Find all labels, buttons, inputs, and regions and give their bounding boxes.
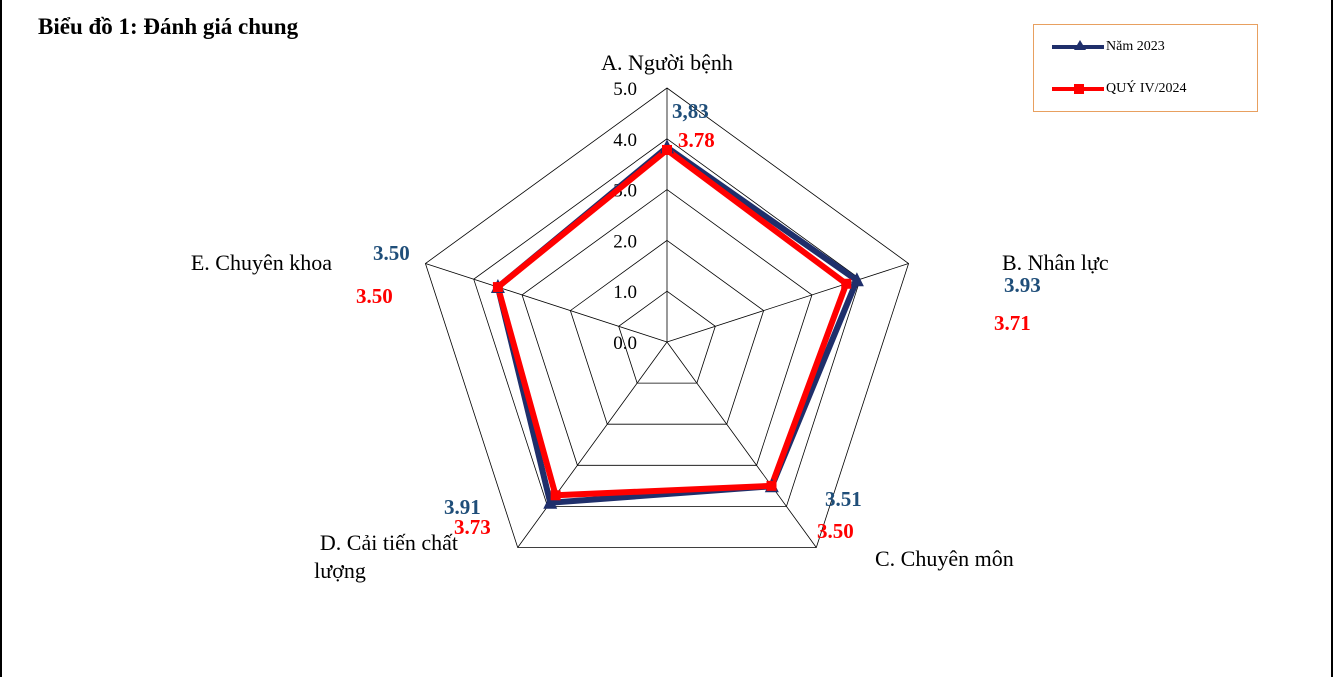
grid-spoke [666, 341, 817, 548]
legend-line-icon [1052, 40, 1104, 50]
data-point-marker [662, 144, 672, 155]
grid-ring [618, 290, 716, 384]
series-line [494, 143, 861, 506]
square-marker-icon [1074, 84, 1084, 94]
legend: Năm 2023 QUÝ IV/2024 [1033, 24, 1258, 112]
grid-spoke [517, 341, 668, 548]
tick-label: 2.0 [613, 231, 637, 252]
legend-label: QUÝ IV/2024 [1106, 81, 1187, 96]
data-label: 3.50 [817, 519, 854, 543]
grid-ring [521, 189, 813, 466]
data-point-marker [550, 490, 561, 501]
data-label: 3.73 [454, 515, 491, 539]
grid-ring [569, 239, 765, 425]
data-point-marker [492, 282, 503, 293]
data-point-marker [841, 278, 852, 289]
grid-spoke [666, 263, 909, 343]
triangle-marker-icon [1074, 40, 1086, 50]
tick-label: 1.0 [613, 282, 637, 303]
category-label: B. Nhân lực [1002, 250, 1109, 275]
category-label: C. Chuyên môn [875, 546, 1014, 571]
legend-item-2023: Năm 2023 [1052, 37, 1165, 57]
data-label: 3.93 [1004, 273, 1041, 297]
data-label: 3.91 [444, 495, 481, 519]
grid-ring [473, 138, 861, 507]
data-label: 3.50 [373, 241, 410, 265]
grid-ring [424, 87, 910, 548]
legend-line-icon [1052, 84, 1104, 94]
chart-title: Biểu đồ 1: Đánh giá chung [38, 14, 299, 39]
series-line [494, 146, 850, 499]
tick-label: 4.0 [613, 130, 637, 151]
data-label: 3.71 [994, 311, 1031, 335]
legend-item-2024: QUÝ IV/2024 [1052, 79, 1187, 99]
tick-label: 0.0 [613, 333, 637, 354]
category-label: E. Chuyên khoa [191, 250, 332, 275]
data-point-marker [849, 272, 864, 287]
tick-label: 5.0 [613, 79, 637, 100]
grid-spoke [425, 263, 668, 343]
data-label: 3.78 [678, 128, 715, 152]
data-label: 3.50 [356, 284, 393, 308]
data-point-marker [543, 494, 558, 509]
data-point-marker [766, 480, 777, 491]
category-label: D. Cải tiến chất lượng [314, 530, 458, 583]
category-label: A. Người bệnh [601, 50, 733, 75]
data-label: 3,83 [672, 99, 709, 123]
data-label: 3.51 [825, 487, 862, 511]
legend-label: Năm 2023 [1106, 39, 1165, 54]
